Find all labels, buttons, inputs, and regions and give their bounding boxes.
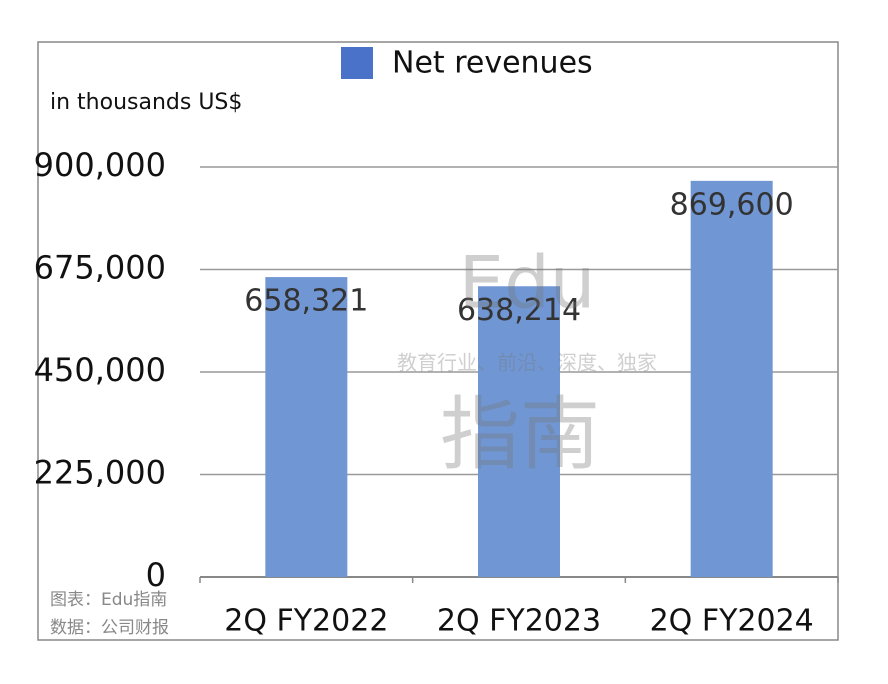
y-tick-label: 900,000	[34, 146, 166, 184]
x-tick-label: 2Q FY2022	[224, 604, 388, 639]
note: 数据：公司财报	[50, 618, 169, 638]
watermark: Edu 教育行业、前沿、深度、独家 指南	[397, 241, 657, 481]
plot-area: 0 225,000 450,000 675,000 900,000 2Q FY2022 65…	[34, 146, 839, 639]
bar	[265, 277, 348, 577]
watermark-text: 教育行业、前沿、深度、独家	[397, 351, 657, 375]
y-tick-label: 675,000	[34, 249, 166, 287]
y-tick-label: 225,000	[34, 454, 166, 492]
y-tick-label: 0	[146, 556, 166, 594]
data-label: 869,600	[670, 187, 794, 222]
legend-label: Net revenues	[392, 46, 593, 81]
data-label: 638,214	[457, 293, 581, 328]
y-axis-label: in thousands US$	[50, 90, 242, 115]
watermark-text: 指南	[440, 388, 600, 481]
note: 图表：Edu指南	[50, 590, 167, 610]
y-tick-label: 450,000	[34, 351, 166, 389]
x-tick-label: 2Q FY2024	[650, 604, 814, 639]
watermark-text: Edu	[459, 241, 596, 325]
x-tick-label: 2Q FY2023	[437, 604, 601, 639]
legend-swatch	[341, 47, 373, 79]
bar	[690, 180, 773, 578]
bar	[478, 286, 560, 577]
data-label: 658,321	[244, 284, 368, 319]
